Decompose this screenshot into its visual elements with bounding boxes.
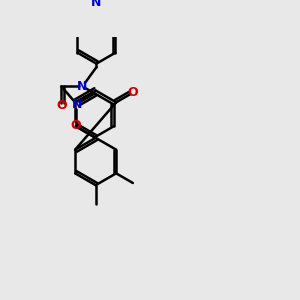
Text: N: N [71,98,82,111]
Text: O: O [56,99,67,112]
Text: N: N [77,80,88,93]
Text: N: N [91,0,102,9]
Text: O: O [128,86,138,99]
Text: O: O [71,119,81,133]
